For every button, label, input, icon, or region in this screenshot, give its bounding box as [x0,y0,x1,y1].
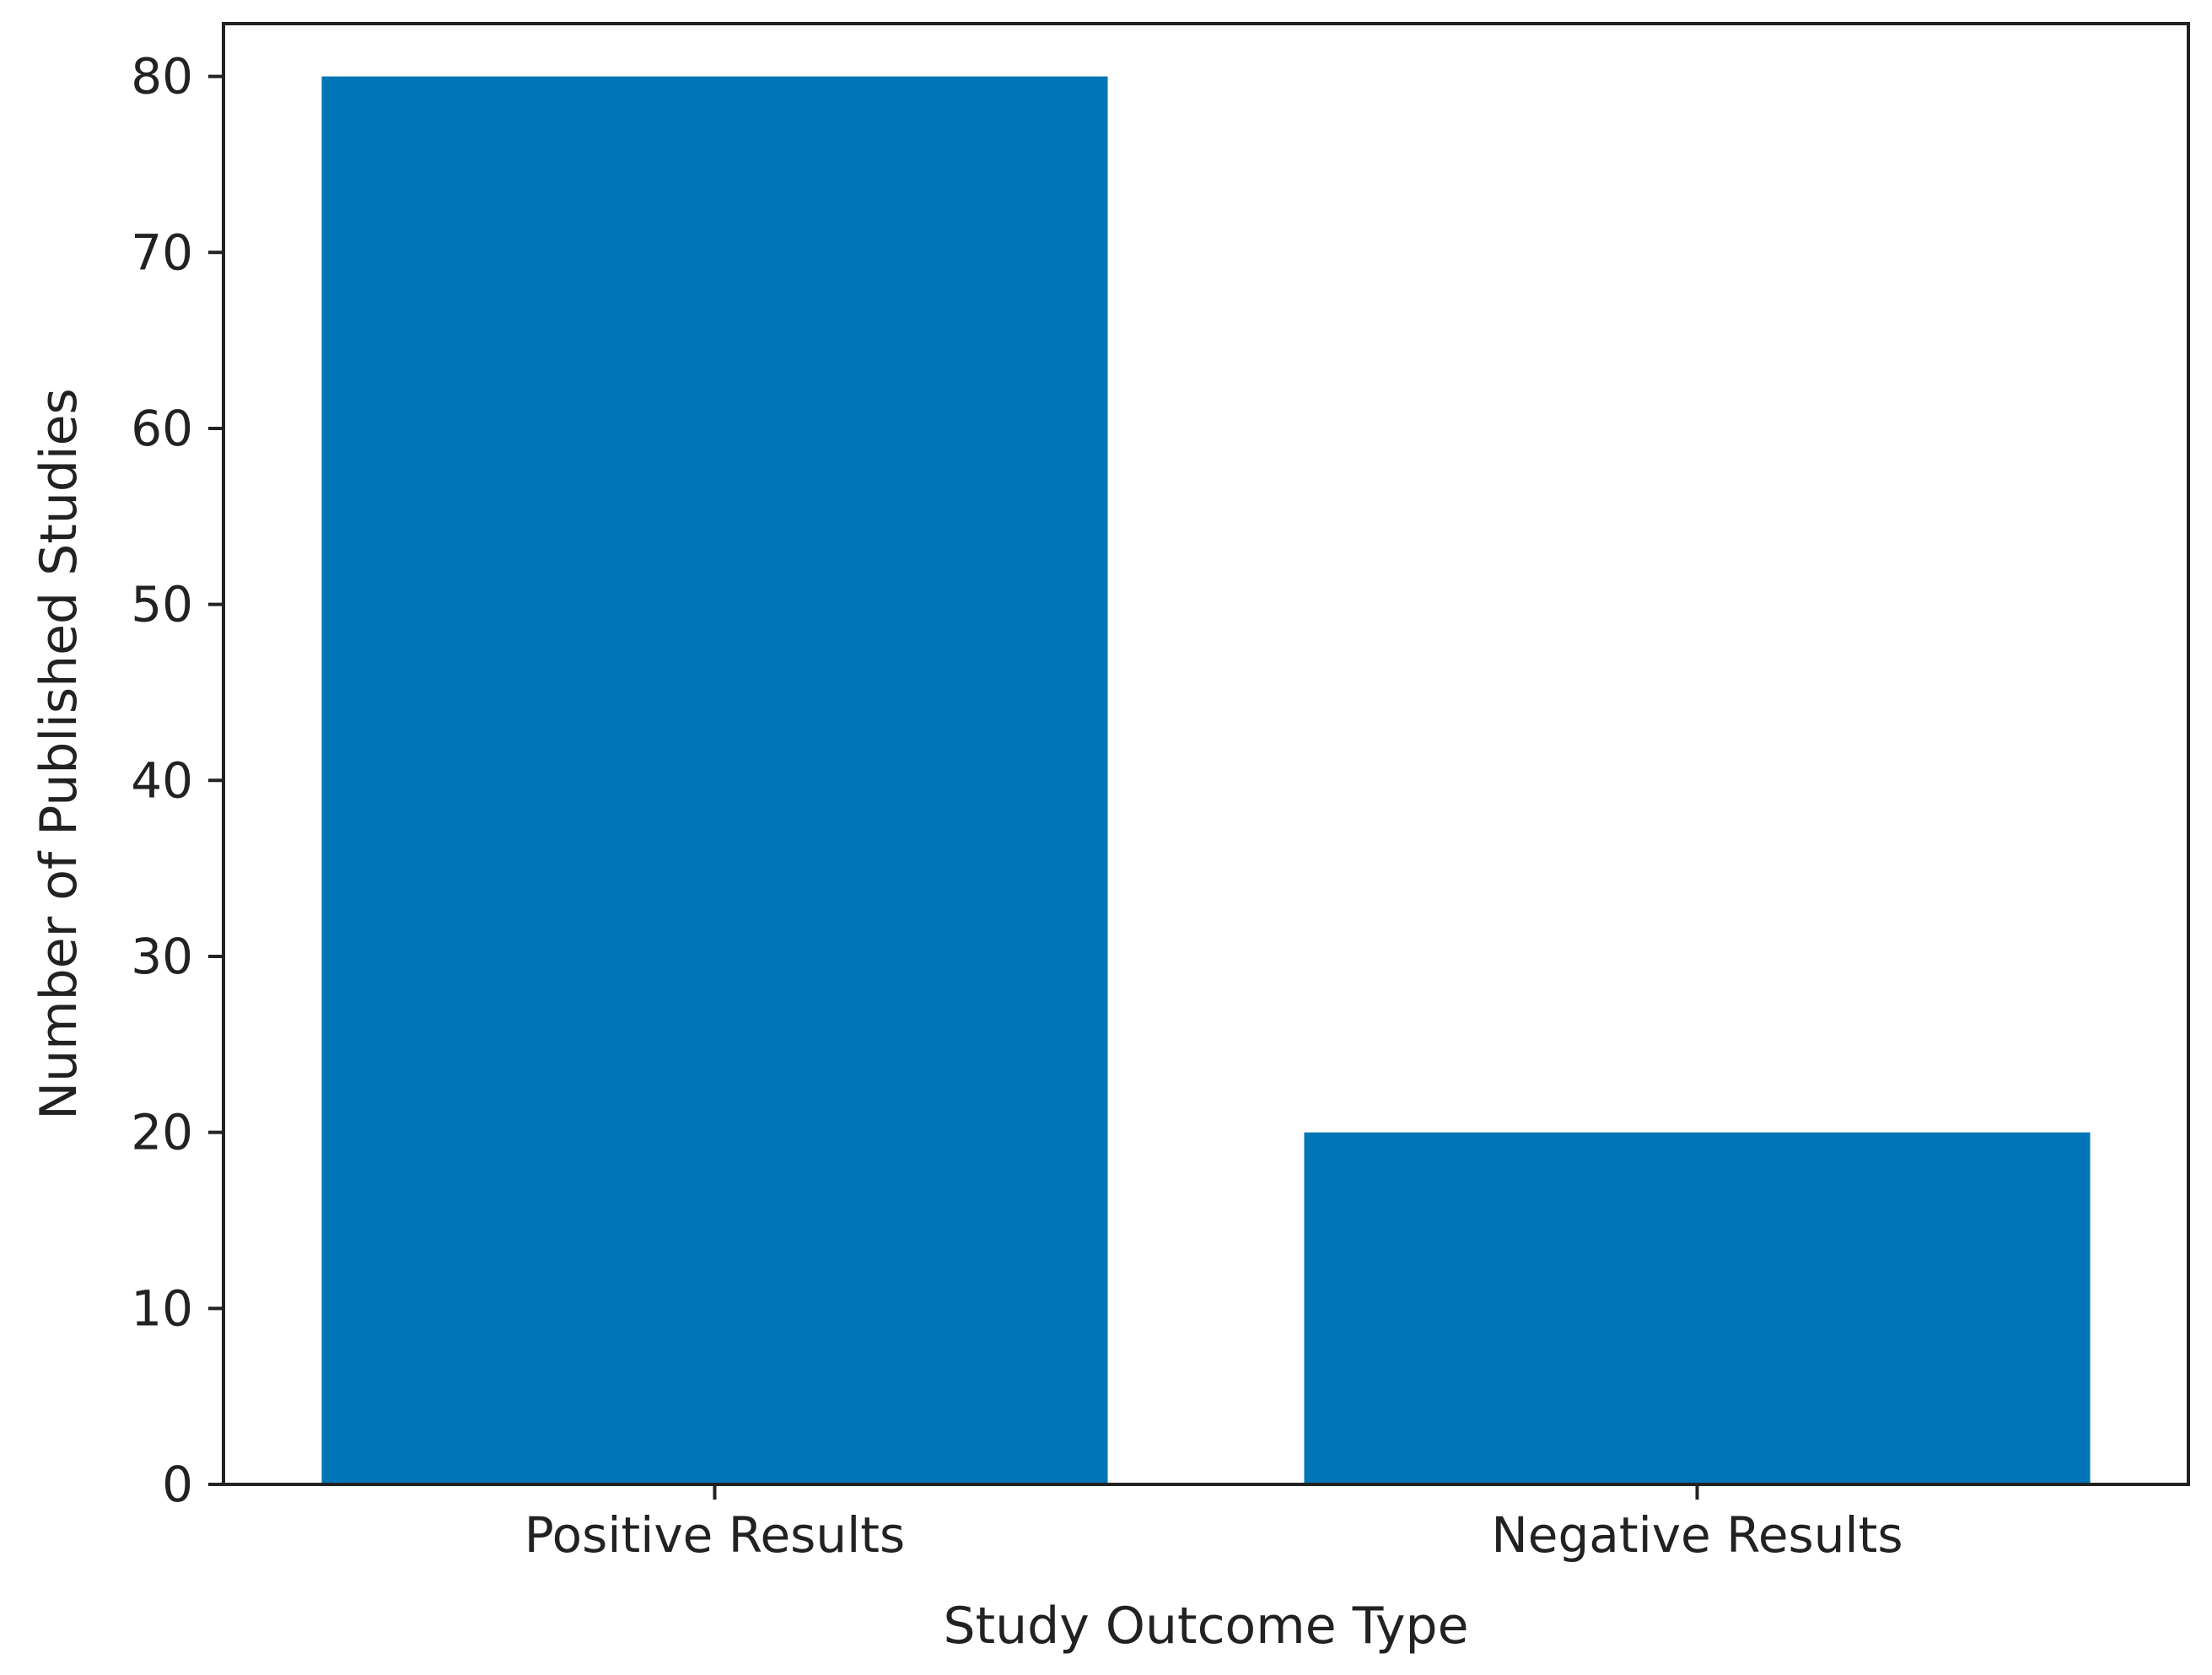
bar-negative-results [1304,1132,2091,1484]
bars-layer [321,76,2091,1484]
x-axis-ticks: Positive Results Negative Results [525,1484,1903,1564]
x-tick-label: Negative Results [1491,1506,1903,1564]
x-tick-label: Positive Results [525,1506,905,1564]
y-tick-label: 0 [162,1456,193,1513]
plot-frame [222,22,2190,1486]
y-tick-label: 40 [131,751,193,809]
y-tick-label: 80 [131,48,193,105]
x-axis-label: Study Outcome Type [943,1597,1468,1656]
y-tick-label: 60 [131,400,193,457]
y-tick-label: 50 [131,576,193,633]
y-axis-ticks: 0 10 20 30 40 50 60 70 80 [131,48,223,1513]
y-axis-label: Number of Published Studies [30,388,89,1120]
y-tick-label: 20 [131,1104,193,1161]
y-tick-label: 30 [131,928,193,985]
y-tick-label: 10 [131,1279,193,1337]
bar-positive-results [321,76,1108,1484]
y-tick-label: 70 [131,224,193,281]
